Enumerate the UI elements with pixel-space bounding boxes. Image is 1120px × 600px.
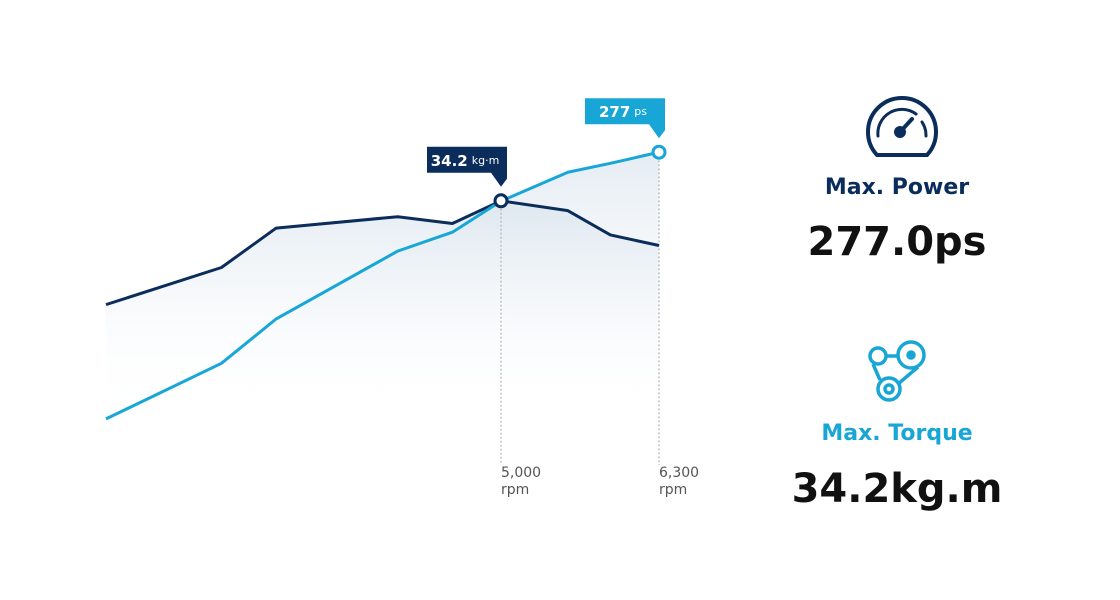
spec-title: Max. Power [825, 175, 969, 200]
value-label: 34.2 kg·m [431, 151, 500, 169]
value-label: 277 ps [599, 103, 647, 121]
value-label-unit: ps [634, 105, 647, 118]
label-flag [427, 146, 507, 187]
x-tick-label: 5,000 [501, 465, 541, 481]
spec-value: 34.2kg.m [792, 466, 1003, 512]
x-tick-label: 6,300 [659, 465, 699, 481]
series-line [105, 150, 660, 421]
area [106, 152, 659, 460]
value-label-unit: kg·m [472, 154, 500, 167]
series-line [105, 199, 660, 307]
point [493, 193, 509, 209]
spec-value: 277.0ps [808, 219, 987, 265]
power-icon [866, 96, 938, 157]
torque-icon [868, 340, 926, 402]
value-label-number: 34.2 [431, 151, 468, 169]
x-unit: rpm [659, 482, 687, 498]
x-unit: rpm [501, 482, 529, 498]
point [651, 144, 667, 160]
spec-title: Max. Torque [821, 421, 972, 446]
value-label-number: 277 [599, 103, 630, 121]
label-flag [585, 98, 665, 139]
